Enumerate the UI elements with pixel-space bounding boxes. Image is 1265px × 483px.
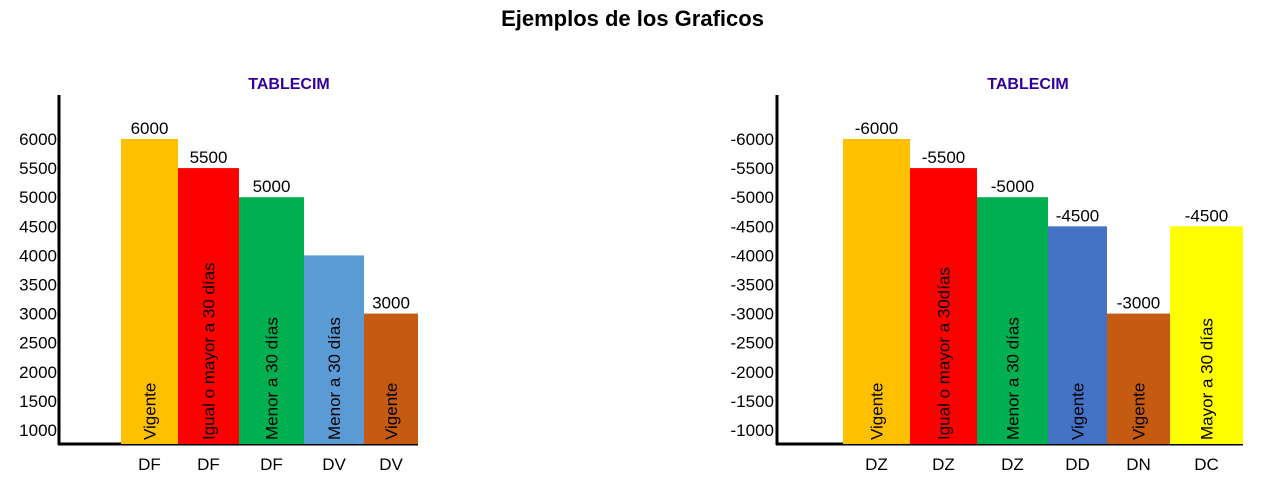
bar-value-label: -5000 [991,177,1034,196]
bar-value-label: -3000 [1117,294,1160,313]
y-tick-label: -2000 [731,363,774,382]
y-tick-label: -3000 [731,305,774,324]
y-tick-label: 3500 [19,276,57,295]
chart-2-title: TABLECIM [987,76,1068,93]
x-category-label: DD [1065,455,1090,474]
bar-inner-label: Vigente [868,383,887,440]
bar [121,139,178,444]
y-tick-label: 1000 [19,421,57,440]
bar-inner-label: Vigente [1069,383,1088,440]
y-tick-label: -1500 [731,392,774,411]
y-tick-label: -4500 [731,217,774,236]
y-tick-label: 6000 [19,130,57,149]
x-category-label: DZ [1001,455,1024,474]
bar-inner-label: Vigente [1130,383,1149,440]
y-tick-label: -5500 [731,159,774,178]
bar [1170,226,1243,444]
bar-inner-label: Menor a 30 días [263,317,282,440]
bar-value-label: 3000 [372,294,410,313]
bar [178,168,239,444]
bar [1107,313,1170,444]
x-category-label: DV [379,455,403,474]
x-category-label: DN [1126,455,1151,474]
bar-inner-label: Igual o mayor a 30días [935,267,954,440]
y-tick-label: -2500 [731,334,774,353]
bar [1048,226,1107,444]
y-tick-label: 2000 [19,363,57,382]
y-tick-label: 1500 [19,392,57,411]
y-tick-label: -4000 [731,246,774,265]
y-tick-label: 4500 [19,217,57,236]
x-category-label: DZ [865,455,888,474]
bar-value-label: 6000 [131,119,169,138]
y-tick-label: 3000 [19,305,57,324]
bar-value-label: -4500 [1185,206,1228,225]
x-category-label: DF [260,455,283,474]
bar [304,255,364,444]
bar [239,197,304,444]
y-tick-label: 2500 [19,334,57,353]
y-tick-label: 5500 [19,159,57,178]
bar-value-label: 5000 [253,177,291,196]
page-title: Ejemplos de los Graficos [501,6,764,31]
y-tick-label: 4000 [19,246,57,265]
y-tick-label: -5000 [731,188,774,207]
y-tick-label: -6000 [731,130,774,149]
chart-2: -6000 -5500 -5000 -4500 -4000 -3500 -3000 -2500… [731,95,1243,474]
bar-inner-label: Menor a 30 días [325,317,344,440]
chart-1: 6000 5500 5000 4500 4000 3500 3000 2500 2000 1500… [19,95,418,474]
bar-value-label: -6000 [855,119,898,138]
bar-inner-label: Igual o mayor a 30 días [200,262,219,440]
y-tick-label: -1000 [731,421,774,440]
x-category-label: DF [197,455,220,474]
bar [364,313,418,444]
bar [843,139,910,444]
bar-inner-label: Vigente [382,383,401,440]
bar-inner-label: Vigente [141,383,160,440]
bar [977,197,1048,444]
x-category-label: DZ [932,455,955,474]
bar [910,168,977,444]
y-tick-label: -3500 [731,276,774,295]
y-tick-label: 5000 [19,188,57,207]
x-category-label: DV [322,455,346,474]
bar-inner-label: Menor a 30 días [1004,317,1023,440]
x-category-label: DC [1194,455,1219,474]
x-category-label: DF [138,455,161,474]
bar-inner-label: Mayor a 30 días [1198,318,1217,440]
bar-value-label: 5500 [190,148,228,167]
bar-value-label: -4500 [1056,206,1099,225]
chart-1-title: TABLECIM [248,76,329,93]
bar-value-label: -5500 [922,148,965,167]
